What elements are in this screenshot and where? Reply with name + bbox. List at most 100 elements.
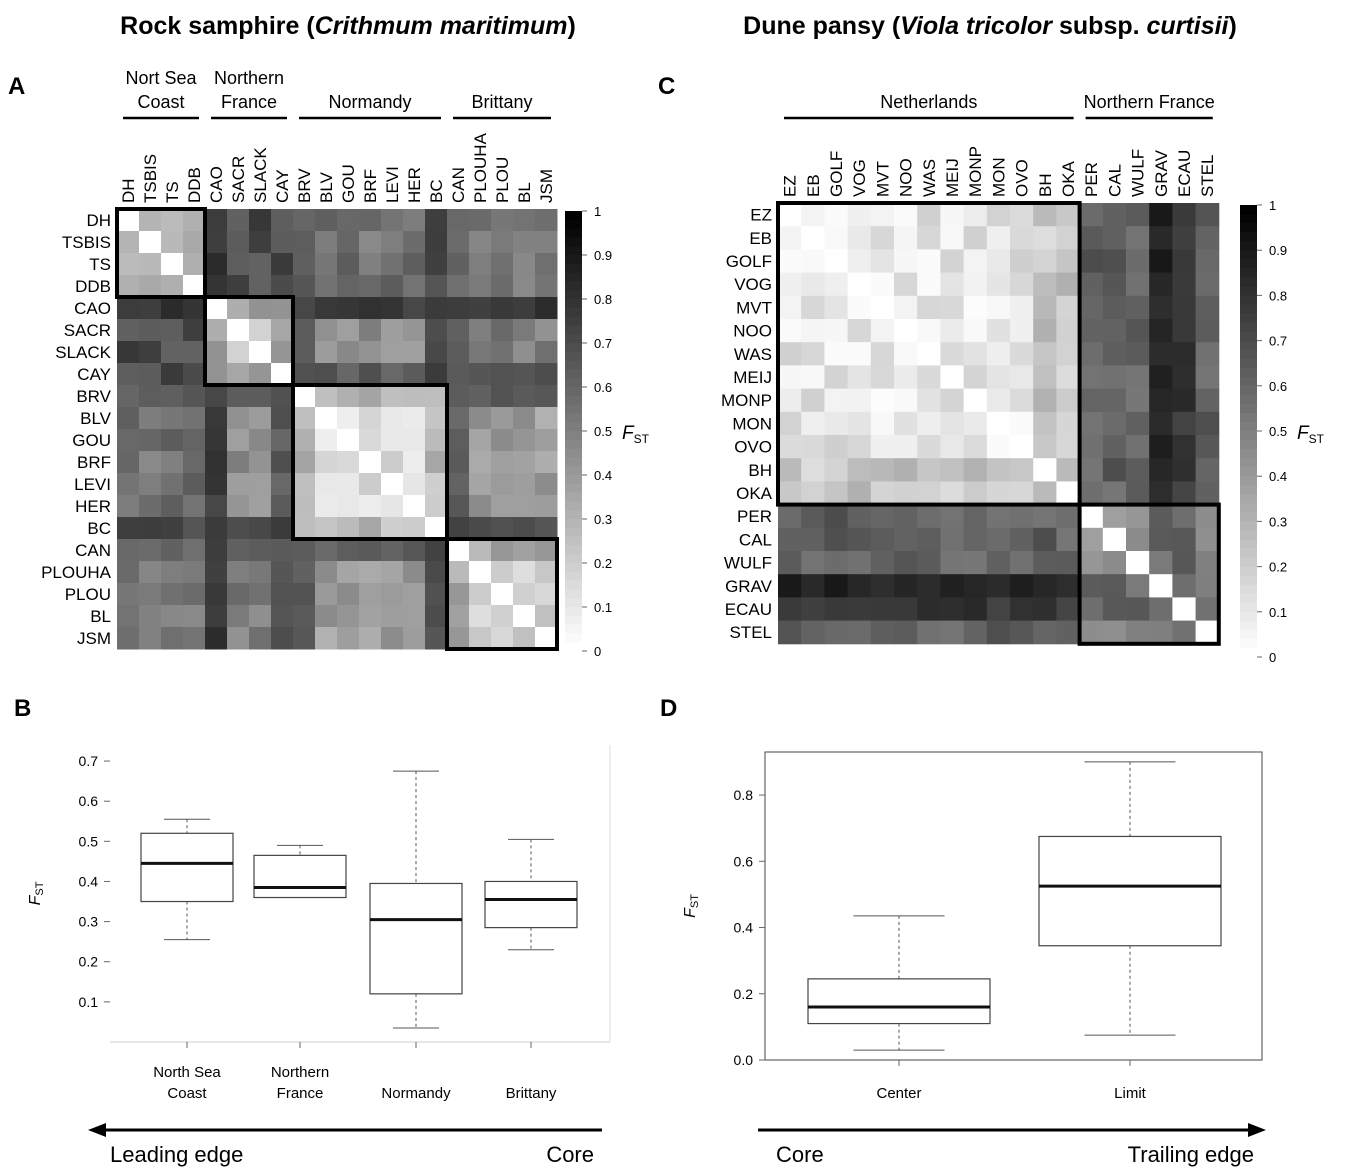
heatmap-cell — [1102, 620, 1127, 645]
heatmap-cell — [205, 341, 228, 364]
heatmap-cell — [271, 341, 294, 364]
heatmap-cell — [1010, 435, 1034, 459]
heatmap-cell — [778, 388, 802, 413]
heatmap-cell — [183, 605, 206, 628]
heatmap-cell — [227, 517, 250, 540]
heatmap-cell — [205, 517, 228, 540]
heatmap-cell — [1033, 272, 1057, 297]
heatmap-cell — [963, 319, 988, 343]
heatmap-cell — [894, 481, 918, 506]
heatmap-cell — [801, 342, 825, 366]
heatmap-cell — [986, 249, 1011, 274]
heatmap-cell — [1126, 620, 1150, 645]
heatmap-cell — [963, 504, 988, 529]
y-axis-label-sub: ST — [689, 894, 701, 908]
heatmap-cell — [315, 341, 338, 364]
heatmap-cell — [963, 388, 988, 413]
heatmap-cell — [359, 209, 382, 232]
heatmap-cell — [1010, 574, 1034, 598]
colorbar-band — [1240, 295, 1257, 306]
heatmap-cell — [1195, 435, 1220, 459]
row-label: TS — [89, 255, 111, 274]
colorbar-tick-label: 0 — [594, 644, 601, 659]
heatmap-cell — [183, 385, 206, 408]
heatmap-cell — [315, 253, 338, 276]
heatmap-cell — [469, 363, 492, 386]
heatmap-cell — [1149, 295, 1173, 320]
column-label: PLOUHA — [471, 132, 490, 203]
heatmap-cell — [1079, 597, 1104, 622]
group-header-label: Northern — [214, 68, 284, 88]
heatmap-cell — [778, 226, 802, 250]
heatmap-cell — [847, 574, 872, 598]
heatmap-cell — [1149, 249, 1173, 274]
heatmap-cell — [1079, 527, 1104, 552]
heatmap-cell — [249, 319, 272, 342]
heatmap-cell — [403, 627, 426, 650]
heatmap-cell — [1172, 203, 1197, 227]
heatmap-cell — [469, 385, 492, 408]
heatmap-cell — [1056, 272, 1081, 297]
heatmap-cell — [293, 627, 316, 650]
heatmap-cell — [1126, 388, 1150, 413]
heatmap-cell — [1149, 411, 1173, 436]
row-label: HER — [75, 497, 111, 516]
heatmap-cell — [447, 363, 470, 386]
colorbar-band — [565, 228, 582, 238]
heatmap-cell — [183, 297, 206, 320]
box — [253, 854, 347, 899]
heatmap-cell — [183, 231, 206, 254]
heatmap-cell — [205, 385, 228, 408]
column-label: CAN — [449, 167, 468, 203]
heatmap-cell — [425, 275, 448, 298]
colorbar-band — [1240, 458, 1257, 468]
heatmap-cell — [870, 319, 895, 343]
heatmap-cell — [1033, 504, 1057, 529]
heatmap-cell — [513, 341, 536, 364]
heatmap-cell — [315, 583, 338, 606]
heatmap-cell — [469, 297, 492, 320]
heatmap-cell — [1079, 620, 1104, 645]
heatmap-cell — [1195, 388, 1220, 413]
heatmap-cell — [425, 583, 448, 606]
heatmap-cell — [183, 517, 206, 540]
colorbar-band — [565, 378, 582, 388]
heatmap-cell — [1149, 527, 1173, 552]
heatmap-cell — [1056, 342, 1081, 366]
heatmap-cell — [293, 209, 316, 232]
heatmap-cell — [1079, 388, 1104, 413]
row-label: PLOUHA — [41, 563, 112, 582]
row-label: GOLF — [726, 252, 772, 271]
heatmap-cell — [337, 253, 360, 276]
colorbar-band — [565, 431, 582, 441]
heatmap-cell — [337, 341, 360, 364]
heatmap-cell — [205, 363, 228, 386]
heatmap-cell — [117, 539, 140, 562]
colorbar-tick-label: 0.6 — [1269, 379, 1287, 394]
heatmap-cell — [271, 363, 294, 386]
column-label: SLACK — [251, 147, 270, 203]
heatmap-cell — [1126, 527, 1150, 552]
heatmap-cell — [917, 226, 941, 250]
x-tick-label: North Sea — [153, 1064, 221, 1081]
heatmap-cell — [403, 341, 426, 364]
heatmap-cell — [447, 451, 470, 474]
colorbar-tick-label: 0.2 — [1269, 560, 1287, 575]
colorbar-tick-label: 0.6 — [594, 380, 612, 395]
heatmap-cell — [1056, 388, 1081, 413]
heatmap-cell — [205, 495, 228, 518]
heatmap-cell — [161, 319, 184, 342]
heatmap-cell — [824, 249, 849, 274]
heatmap-cell — [963, 203, 988, 227]
heatmap-cell — [425, 363, 448, 386]
heatmap-cell — [847, 342, 872, 366]
heatmap-cell — [870, 435, 895, 459]
heatmap-cell — [940, 249, 965, 274]
heatmap-cell — [271, 429, 294, 452]
heatmap-cell — [1079, 574, 1104, 598]
heatmap-cell — [513, 231, 536, 254]
colorbar-band — [1240, 611, 1257, 622]
colorbar-band — [565, 299, 582, 309]
heatmap-cell — [139, 319, 162, 342]
heatmap-cell — [870, 365, 895, 390]
